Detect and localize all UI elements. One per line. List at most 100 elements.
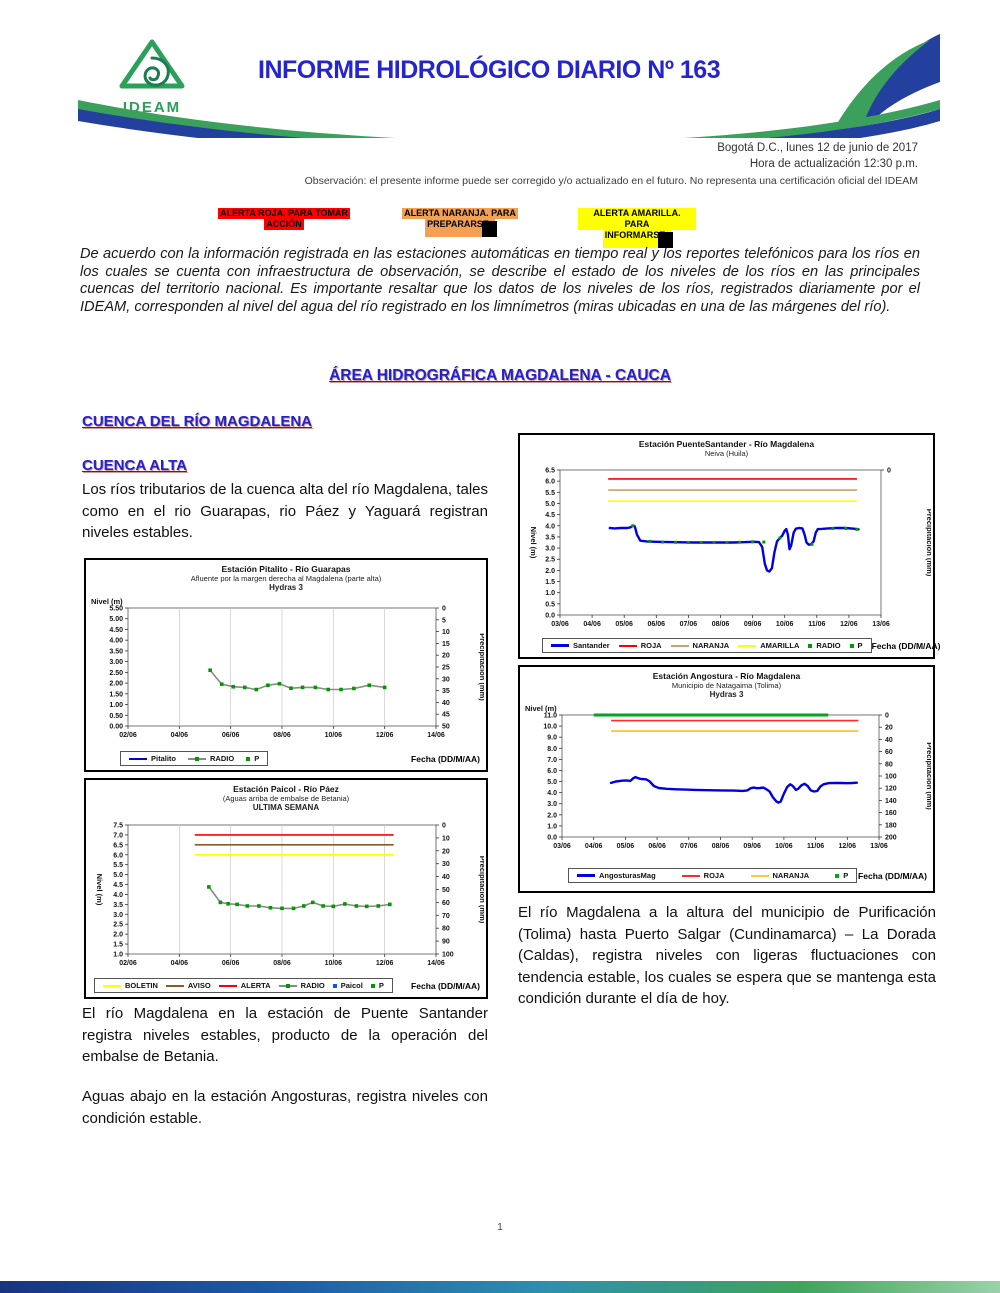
chart-title: Estación Angostura - Río Magdalena <box>652 671 801 681</box>
legend-label: ALERTA <box>240 981 271 990</box>
y-tick-label: 1.0 <box>113 952 123 959</box>
radio-dot <box>661 540 665 544</box>
legend-swatch-icon <box>129 757 147 760</box>
corner-green-ribbon <box>838 40 930 122</box>
header-wave-decoration <box>78 100 940 138</box>
y2-tick-label: 180 <box>885 822 897 829</box>
series-radio <box>209 669 386 691</box>
series-marker <box>352 686 356 691</box>
y2-tick-label: 0 <box>442 606 446 613</box>
legend-swatch-icon <box>103 984 121 987</box>
chart-footer: BOLETIN AVISO ALERTA RADIO Paicol P Fecha (DD… <box>94 978 480 993</box>
series-marker <box>277 681 282 686</box>
chart-title: Estación Paicol - Río Páez <box>233 784 339 794</box>
x-tick-label: 04/06 <box>583 621 601 628</box>
radio-dot <box>844 526 848 530</box>
x-tick-label: 08/06 <box>712 621 730 628</box>
y-tick-label: 3.5 <box>113 902 123 909</box>
series-marker <box>300 685 305 690</box>
legend-label: AMARILLA <box>760 641 800 650</box>
legend-swatch-icon <box>188 756 207 761</box>
y-tick-label: 1.50 <box>109 691 123 698</box>
legend-swatch-icon <box>849 643 854 648</box>
y2-tick-label: 40 <box>885 737 893 744</box>
legend-item-paicol: Paicol <box>332 981 363 990</box>
alert-yellow-badge: ALERTA AMARILLA. PARA INFORMARSE <box>578 208 696 248</box>
legend-swatch-icon <box>681 874 700 877</box>
update-time-line: Hora de actualización 12:30 p.m. <box>749 158 918 170</box>
observation-line: Observación: el presente informe puede s… <box>304 175 918 187</box>
legend-item-p: P <box>835 871 848 880</box>
y-tick-label: 4.0 <box>545 523 555 530</box>
radio-dot <box>810 542 814 546</box>
legend-label: BOLETIN <box>125 981 158 990</box>
radio-dot <box>631 524 635 528</box>
series-marker <box>364 904 369 909</box>
x-tick-label: 06/06 <box>648 843 666 850</box>
y2-tick-label: 0 <box>885 713 889 720</box>
y-tick-label: 11.0 <box>544 713 557 720</box>
x-tick-label: 11/06 <box>808 621 825 628</box>
series-marker <box>291 906 296 911</box>
x-axis-label: Fecha (DD/M/AA) <box>871 640 941 651</box>
legend-swatch-icon <box>218 984 237 987</box>
y-tick-label: 5.5 <box>545 490 555 497</box>
x-tick-label: 14/06 <box>427 732 445 739</box>
y-tick-label: 2.50 <box>109 670 123 677</box>
radio-dot <box>725 541 729 544</box>
legend-swatch-icon <box>246 756 251 761</box>
chart-legend: AngosturasMag ROJA NARANJA P <box>568 868 858 883</box>
legend-item-radio: RADIO <box>278 981 325 990</box>
y-axis-label: Nivel (m) <box>95 874 104 906</box>
legend-swatch-icon <box>835 873 840 878</box>
y-tick-label: 7.0 <box>113 832 123 839</box>
series-marker <box>208 668 212 673</box>
y2-tick-label: 60 <box>885 749 893 756</box>
y2-tick-label: 45 <box>442 712 450 719</box>
y-tick-label: 9.0 <box>547 735 557 742</box>
y-tick-label: 5.0 <box>547 779 557 786</box>
legend-label: NARANJA <box>692 641 730 650</box>
y-axis-label: Nivel (m) <box>91 597 123 606</box>
footer-decoration <box>0 1281 1000 1293</box>
chart-legend: BOLETIN AVISO ALERTA RADIO Paicol P <box>94 978 393 993</box>
y2-tick-label: 15 <box>442 641 450 648</box>
y2-tick-label: 20 <box>442 653 450 660</box>
plot-border <box>561 714 880 838</box>
y-tick-label: 5.50 <box>109 606 123 613</box>
y2-tick-label: 100 <box>442 952 454 959</box>
chart-plot: 02/06 04/06 06/06 08/06 10/06 12/06 14/06 5.50 5… <box>91 597 484 739</box>
y-tick-label: 0.5 <box>545 601 555 608</box>
y-tick-label: 2.0 <box>547 812 557 819</box>
y2-tick-label: 40 <box>442 700 450 707</box>
y-tick-label: 3.0 <box>113 912 123 919</box>
y2-tick-label: 200 <box>885 835 897 842</box>
cuenca-alta-heading: CUENCA ALTA <box>82 457 187 474</box>
y-tick-label: 1.00 <box>109 702 123 709</box>
legend-swatch-icon <box>278 983 297 988</box>
legend-item-p: P <box>370 981 384 990</box>
chart-plot: 03/06 04/06 05/06 06/06 07/06 08/06 09/06 10/06… <box>529 468 931 629</box>
x-tick-label: 12/06 <box>839 843 857 850</box>
y2-tick-label: 60 <box>442 900 450 907</box>
series-marker <box>226 901 230 906</box>
y-tick-label: 4.5 <box>545 512 555 519</box>
y-tick-label: 8.0 <box>547 746 557 753</box>
series-marker <box>313 685 318 690</box>
alert-red-line2: ACCIÓN <box>264 219 304 230</box>
x-tick-label: 12/06 <box>840 621 858 628</box>
legend-swatch-icon <box>750 874 769 877</box>
y-tick-label: 2.00 <box>109 681 123 688</box>
y2-tick-label: 50 <box>442 887 450 894</box>
series-marker <box>257 904 261 908</box>
legend-item-amarilla: AMARILLA <box>738 641 799 650</box>
legend-item-santander: Santander <box>551 641 610 650</box>
x-tick-label: 09/06 <box>743 843 761 850</box>
chart-paicol: Estación Paicol - Río Páez (Aguas arriba… <box>84 778 488 999</box>
legend-label: ROJA <box>703 871 725 880</box>
series-marker <box>326 687 330 692</box>
legend-label: RADIO <box>816 641 841 650</box>
magdalena-medio-paragraph: El río Magdalena a la altura del municip… <box>518 904 936 1007</box>
y2-tick-label: 0 <box>887 468 891 475</box>
x-tick-label: 05/06 <box>615 621 633 628</box>
